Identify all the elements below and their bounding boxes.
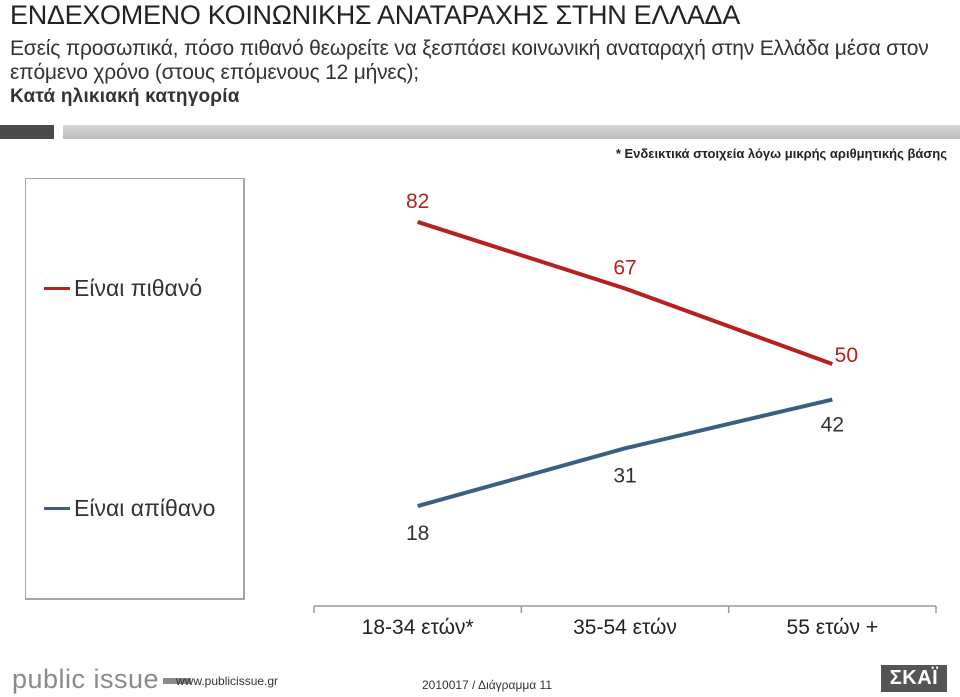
legend-label-likely: Είναι πιθανό (74, 275, 203, 301)
logo-mark (163, 677, 192, 684)
legend-label-unlikely: Είναι απίθανο (74, 495, 216, 521)
publicissue-logo: public issue (12, 664, 192, 695)
chart-labels: 82 67 50 18 31 42 (406, 190, 858, 545)
data-label: 31 (613, 464, 636, 487)
question-text: Εσείς προσωπικά, πόσο πιθανό θεωρείτε να… (10, 37, 929, 84)
footer-url: www.publicissue.gr (176, 674, 279, 688)
header-divider-dark (0, 125, 54, 139)
logo-text: public issue (12, 664, 160, 694)
chart-code: 2010017 / Διάγραμμα 11 (422, 678, 552, 692)
series-line-unlikely (417, 397, 833, 509)
x-axis: 18-34 ετών* 35-54 ετών 55 ετών + (313, 605, 937, 639)
data-label: 67 (613, 257, 636, 280)
breakdown-label: Κατά ηλικιακή κατηγορία (10, 86, 240, 107)
x-tick-label: 18-34 ετών* (362, 616, 474, 639)
chart-series (417, 220, 834, 509)
header-divider-light (63, 125, 960, 139)
data-label: 42 (821, 414, 844, 437)
series-line-likely (417, 220, 834, 366)
legend-item-likely: Είναι πιθανό (44, 275, 202, 302)
data-label: 82 (406, 190, 429, 213)
x-tick-label: 55 ετών + (787, 616, 879, 639)
data-label: 50 (835, 344, 858, 367)
skai-logo: ΣΚΑΪ (881, 665, 947, 692)
page-title: ΕΝΔΕΧΟΜΕΝΟ ΚΟΙΝΩΝΙΚΗΣ ΑΝΑΤΑΡΑΧΗΣ ΣΤΗΝ ΕΛ… (10, 0, 740, 30)
legend-item-unlikely: Είναι απίθανο (44, 495, 215, 522)
chart-legend: Είναι πιθανό Είναι απίθανο (25, 178, 245, 600)
sample-note: * Ενδεικτικά στοιχεία λόγω μικρής αριθμη… (615, 146, 947, 161)
x-tick-label: 35-54 ετών (573, 616, 677, 639)
data-label: 18 (406, 522, 429, 545)
legend-swatch-unlikely (44, 507, 70, 510)
legend-swatch-likely (44, 287, 70, 290)
